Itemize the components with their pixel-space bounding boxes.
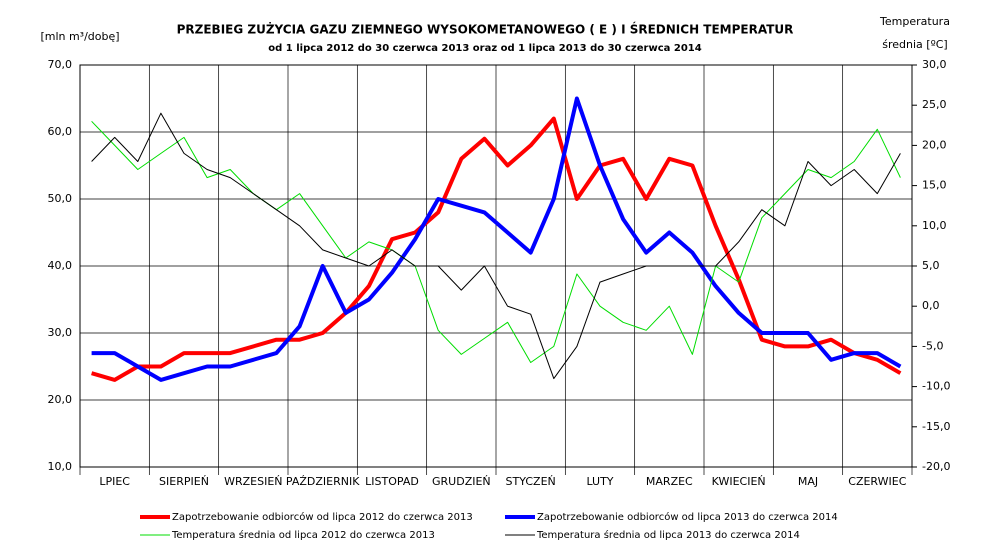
y2-tick-label: 30,0 — [922, 58, 947, 71]
x-tick-label: MAJ — [798, 475, 818, 488]
y-tick-label: 70,0 — [48, 58, 73, 71]
y-tick-label: 10,0 — [48, 460, 73, 473]
y2-tick-label: 5,0 — [922, 259, 940, 272]
x-tick-label: LPIEC — [99, 475, 130, 488]
plot-frame — [79, 64, 913, 468]
chart-subtitle: od 1 lipca 2012 do 30 czerwca 2013 oraz … — [268, 43, 701, 54]
y-axis-label: [mln m³/dobę] — [40, 30, 119, 43]
legend-label: Temperatura średnia od lipca 2013 do cze… — [536, 529, 800, 541]
y-tick-label: 20,0 — [48, 393, 73, 406]
y2-tick-label: -10,0 — [922, 380, 950, 393]
y2-axis-label: średnia [ºC] — [882, 38, 947, 51]
x-tick-label: MARZEC — [646, 475, 693, 488]
y2-tick-label: -20,0 — [922, 460, 950, 473]
legend-label: Zapotrzebowanie odbiorców od lipca 2013 … — [537, 511, 838, 523]
x-tick-label: LISTOPAD — [365, 475, 419, 488]
y2-tick-label: 20,0 — [922, 138, 947, 151]
y-tick-label: 30,0 — [48, 326, 73, 339]
x-tick-label: PAŹDZIERNIK — [286, 475, 360, 488]
x-tick-label: SIERPIEŃ — [159, 475, 209, 488]
y-tick-label: 60,0 — [48, 125, 73, 138]
series-line — [91, 96, 902, 382]
x-tick-label: WRZESIEŃ — [224, 475, 282, 488]
legend-label: Temperatura średnia od lipca 2012 do cze… — [171, 529, 435, 541]
series-line — [91, 120, 901, 363]
y2-tick-label: 15,0 — [922, 179, 947, 192]
y2-axis-label: Temperatura — [879, 15, 950, 28]
legend-label: Zapotrzebowanie odbiorców od lipca 2012 … — [172, 511, 473, 523]
x-tick-label: LUTY — [586, 475, 613, 488]
y2-tick-label: 10,0 — [922, 219, 947, 232]
y2-tick-label: -5,0 — [922, 339, 943, 352]
x-tick-label: GRUDZIEŃ — [432, 475, 491, 488]
series-line — [91, 112, 901, 380]
y2-tick-label: 25,0 — [922, 98, 947, 111]
y-tick-label: 40,0 — [48, 259, 73, 272]
chart-title: PRZEBIEG ZUŻYCIA GAZU ZIEMNEGO WYSOKOMET… — [177, 22, 794, 37]
y2-tick-label: 0,0 — [922, 299, 940, 312]
y2-tick-label: -15,0 — [922, 420, 950, 433]
x-tick-label: STYCZEŃ — [506, 475, 556, 488]
y-tick-label: 50,0 — [48, 192, 73, 205]
x-tick-label: KWIECIEŃ — [712, 475, 766, 488]
x-tick-label: CZERWIEC — [848, 475, 906, 488]
series-line — [91, 116, 902, 382]
